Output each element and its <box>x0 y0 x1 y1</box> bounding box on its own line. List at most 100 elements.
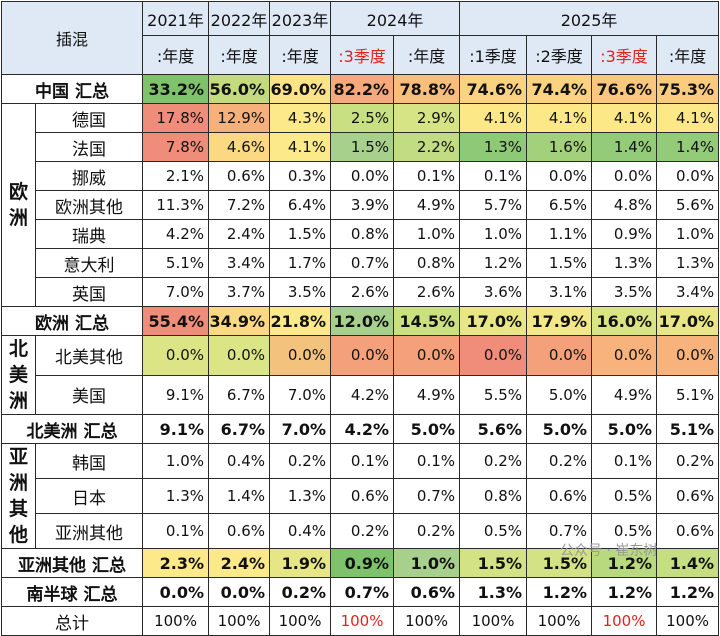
value-cell: 3.4% <box>208 248 271 278</box>
table-row: 亚洲其他 汇总 2.3% 2.4% 1.9% 0.9% 1.0% 1.5% 1.5% 1.2% 1… <box>0 548 720 578</box>
table-row: 英国 7.0% 3.7% 3.5% 2.6% 2.6% 3.6% 3.1% 3.5% 3.4% <box>2 277 720 307</box>
value-cell: 0.6% <box>526 478 593 514</box>
value-cell: 56.0% <box>208 74 271 104</box>
value-cell: 6.7% <box>208 374 271 415</box>
value-cell: 0.0% <box>330 335 395 376</box>
value-cell: 17.9% <box>526 306 593 336</box>
value-cell: 16.0% <box>591 306 658 336</box>
table-row: 瑞典 4.2% 2.4% 1.5% 0.8% 1.0% 1.0% 1.1% 0.9% 1.0% <box>2 219 720 249</box>
year-header-2024: 2024年 <box>330 1 461 36</box>
value-cell: 1.1% <box>526 219 593 249</box>
table-row: 意大利 5.1% 3.4% 1.7% 0.7% 0.8% 1.2% 1.5% 1.3% 1.3% <box>2 248 720 278</box>
value-cell: 0.6% <box>656 513 720 549</box>
row-label: 法国 <box>34 132 144 162</box>
group-label: 亚 洲 其 他 <box>1 443 36 549</box>
value-cell: 5.1% <box>656 374 720 415</box>
grand-total-label: 总计 <box>0 606 144 636</box>
value-cell: 3.9% <box>330 190 395 220</box>
value-cell: 0.0% <box>656 161 720 191</box>
value-cell: 17.0% <box>656 306 720 336</box>
value-cell: 1.0% <box>393 548 461 578</box>
period-header: :1季度 <box>459 35 528 75</box>
value-cell: 9.1% <box>142 414 210 444</box>
value-cell: 0.4% <box>269 513 332 549</box>
row-label: 挪威 <box>34 161 144 191</box>
row-label: 日本 <box>34 478 144 514</box>
value-cell: 55.4% <box>142 306 210 336</box>
value-cell: 0.1% <box>591 443 658 479</box>
value-cell: 21.8% <box>269 306 332 336</box>
value-cell: 0.9% <box>591 219 658 249</box>
value-cell: 7.8% <box>142 132 210 162</box>
value-cell: 0.2% <box>269 577 332 607</box>
watermark: 公众号 · 崔东树 <box>560 543 658 559</box>
total-row-label: 亚洲其他 汇总 <box>0 548 144 578</box>
value-cell: 2.4% <box>208 219 271 249</box>
value-cell: 100% <box>393 606 461 636</box>
value-cell: 1.9% <box>269 548 332 578</box>
period-header: :年度 <box>393 35 461 75</box>
group-label: 欧 洲 <box>1 103 36 307</box>
table-row: 欧 洲德国 17.8% 12.9% 4.3% 2.5% 2.9% 4.1% 4.1% 4.1% 4… <box>1 103 720 307</box>
value-cell: 100% <box>459 606 528 636</box>
value-cell: 2.6% <box>330 277 395 307</box>
table-row: 南半球 汇总 0.0% 0.0% 0.2% 0.7% 0.6% 1.3% 1.2% 1.2% 1.… <box>0 577 720 607</box>
value-cell: 100% <box>269 606 332 636</box>
value-cell: 0.7% <box>330 577 395 607</box>
value-cell: 3.1% <box>526 277 593 307</box>
value-cell: 76.6% <box>591 74 658 104</box>
value-cell: 1.4% <box>656 548 720 578</box>
value-cell: 4.1% <box>269 132 332 162</box>
table-row: 日本 1.3% 1.4% 1.3% 0.6% 0.7% 0.8% 0.6% 0.5% 0.6% <box>2 478 720 514</box>
value-cell: 17.0% <box>459 306 528 336</box>
value-cell: 74.6% <box>459 74 528 104</box>
value-cell: 0.5% <box>591 513 658 549</box>
period-header: :3季度 <box>330 35 395 75</box>
value-cell: 0.6% <box>208 513 271 549</box>
table-row: 欧洲其他 11.3% 7.2% 6.4% 3.9% 4.9% 5.7% 6.5% 4.8% 5.6… <box>2 190 720 220</box>
value-cell: 5.0% <box>526 374 593 415</box>
value-cell: 4.1% <box>656 103 720 133</box>
value-cell: 7.2% <box>208 190 271 220</box>
row-label: 亚洲其他 <box>34 513 144 549</box>
value-cell: 3.4% <box>656 277 720 307</box>
value-cell: 100% <box>142 606 210 636</box>
value-cell: 4.9% <box>393 374 461 415</box>
value-cell: 69.0% <box>269 74 332 104</box>
group-label: 北 美 洲 <box>1 335 36 415</box>
value-cell: 0.0% <box>393 335 461 376</box>
value-cell: 0.6% <box>208 161 271 191</box>
row-label: 瑞典 <box>34 219 144 249</box>
value-cell: 3.6% <box>459 277 528 307</box>
value-cell: 0.2% <box>269 443 332 479</box>
value-cell: 4.8% <box>591 190 658 220</box>
value-cell: 2.2% <box>393 132 461 162</box>
value-cell: 34.9% <box>208 306 271 336</box>
row-label: 北美其他 <box>34 335 144 376</box>
table-row: 总计 100% 100% 100% 100% 100% 100% 100% 100% 100% <box>0 606 720 636</box>
value-cell: 1.2% <box>656 577 720 607</box>
value-cell: 2.5% <box>330 103 395 133</box>
value-cell: 4.1% <box>591 103 658 133</box>
value-cell: 0.2% <box>330 513 395 549</box>
value-cell: 1.4% <box>591 132 658 162</box>
value-cell: 1.5% <box>269 219 332 249</box>
value-cell: 1.2% <box>591 548 658 578</box>
total-row-label: 南半球 汇总 <box>0 577 144 607</box>
value-cell: 1.3% <box>269 478 332 514</box>
value-cell: 0.0% <box>526 335 593 376</box>
row-label: 英国 <box>34 277 144 307</box>
value-cell: 2.9% <box>393 103 461 133</box>
value-cell: 0.0% <box>526 161 593 191</box>
value-cell: 4.2% <box>142 219 210 249</box>
value-cell: 11.3% <box>142 190 210 220</box>
value-cell: 0.4% <box>208 443 271 479</box>
total-row-label: 中国 汇总 <box>0 74 144 104</box>
value-cell: 0.0% <box>142 577 210 607</box>
value-cell: 0.0% <box>591 161 658 191</box>
value-cell: 12.9% <box>208 103 271 133</box>
value-cell: 5.6% <box>459 414 528 444</box>
value-cell: 100% <box>526 606 593 636</box>
value-cell: 0.5% <box>459 513 528 549</box>
row-label: 韩国 <box>34 443 144 479</box>
